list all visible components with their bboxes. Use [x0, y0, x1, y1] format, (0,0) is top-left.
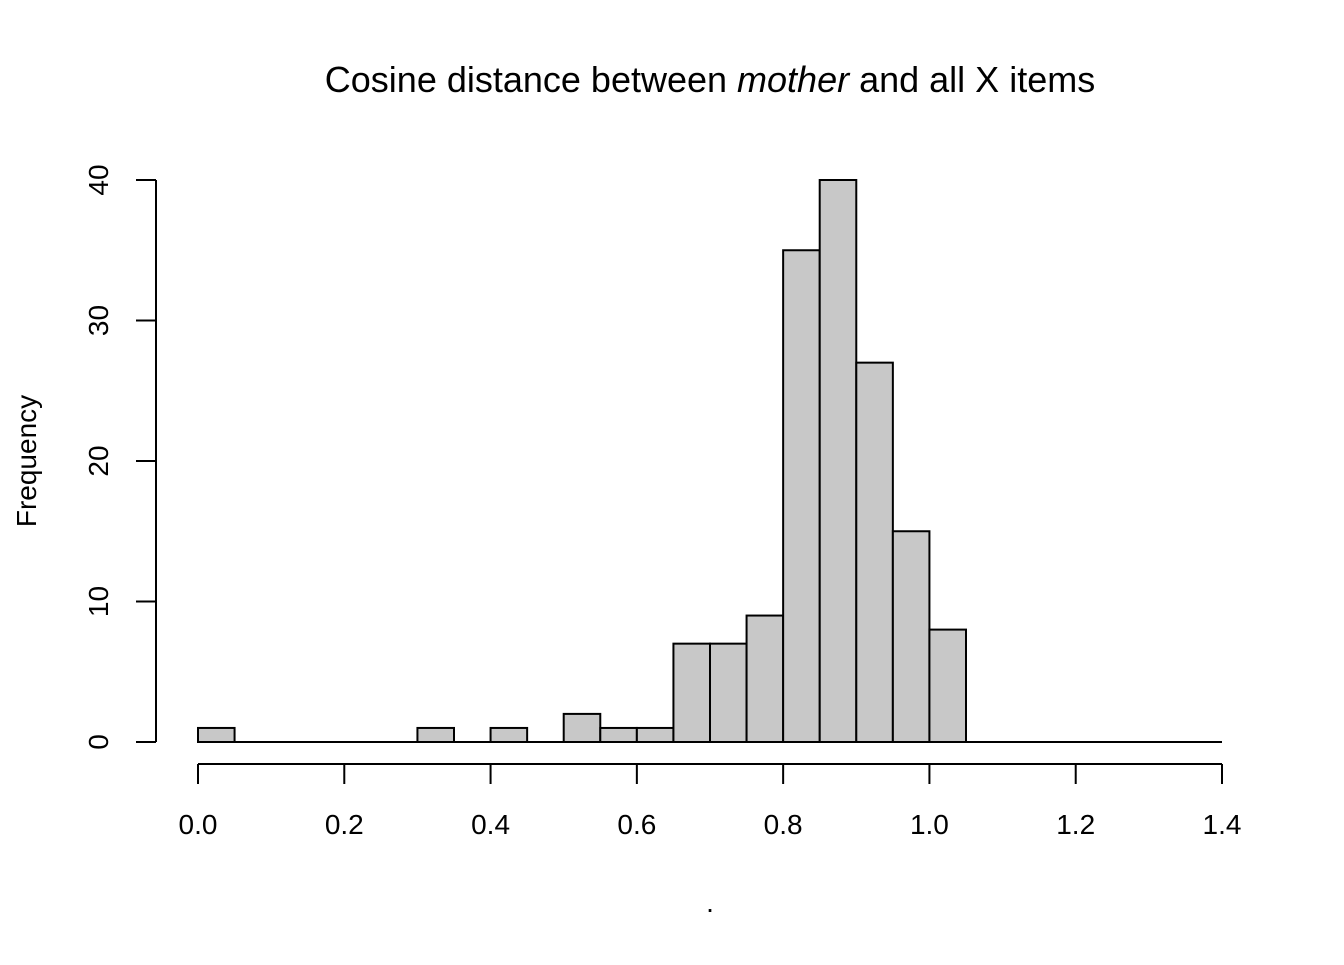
y-axis-label: Frequency — [11, 395, 42, 527]
chart-title-suffix: and all X items — [849, 59, 1095, 100]
y-tick-label: 20 — [83, 445, 114, 476]
histogram-bar — [928, 628, 967, 743]
histogram-bar — [599, 726, 638, 744]
histogram-bar — [745, 614, 785, 743]
chart-title: Cosine distance between mother and all X… — [325, 59, 1095, 100]
y-axis: 0 10 20 30 40 — [83, 164, 157, 750]
y-tick-label: 0 — [83, 734, 114, 750]
histogram-bar — [672, 642, 711, 744]
x-tick-label: 0.8 — [764, 809, 803, 840]
y-tick-label: 40 — [83, 164, 114, 195]
x-tick-label: 0.2 — [325, 809, 364, 840]
x-tick-label: 0.4 — [471, 809, 510, 840]
histogram-bar — [562, 712, 602, 744]
histogram-bar — [197, 726, 236, 744]
x-axis: 0.0 0.2 0.4 0.6 0.8 1.0 1.2 1.4 — [179, 763, 1242, 840]
chart-title-prefix: Cosine distance between — [325, 59, 737, 100]
histogram-bar — [855, 361, 894, 743]
histogram-bar — [782, 249, 821, 743]
y-tick-label: 10 — [83, 586, 114, 617]
x-tick-label: 0.6 — [617, 809, 656, 840]
chart-title-emphasis: mother — [737, 59, 851, 100]
x-tick-label: 1.4 — [1203, 809, 1242, 840]
histogram-bars — [197, 179, 967, 744]
histogram-bar — [709, 642, 748, 744]
x-tick-label: 0.0 — [179, 809, 218, 840]
histogram-bar — [416, 726, 455, 744]
histogram-bar — [818, 179, 858, 743]
x-axis-label: . — [706, 887, 714, 918]
x-tick-label: 1.0 — [910, 809, 949, 840]
histogram-bar — [891, 530, 931, 743]
x-tick-label: 1.2 — [1056, 809, 1095, 840]
histogram-bar — [635, 726, 675, 744]
histogram-bar — [489, 726, 529, 744]
y-tick-label: 30 — [83, 305, 114, 336]
